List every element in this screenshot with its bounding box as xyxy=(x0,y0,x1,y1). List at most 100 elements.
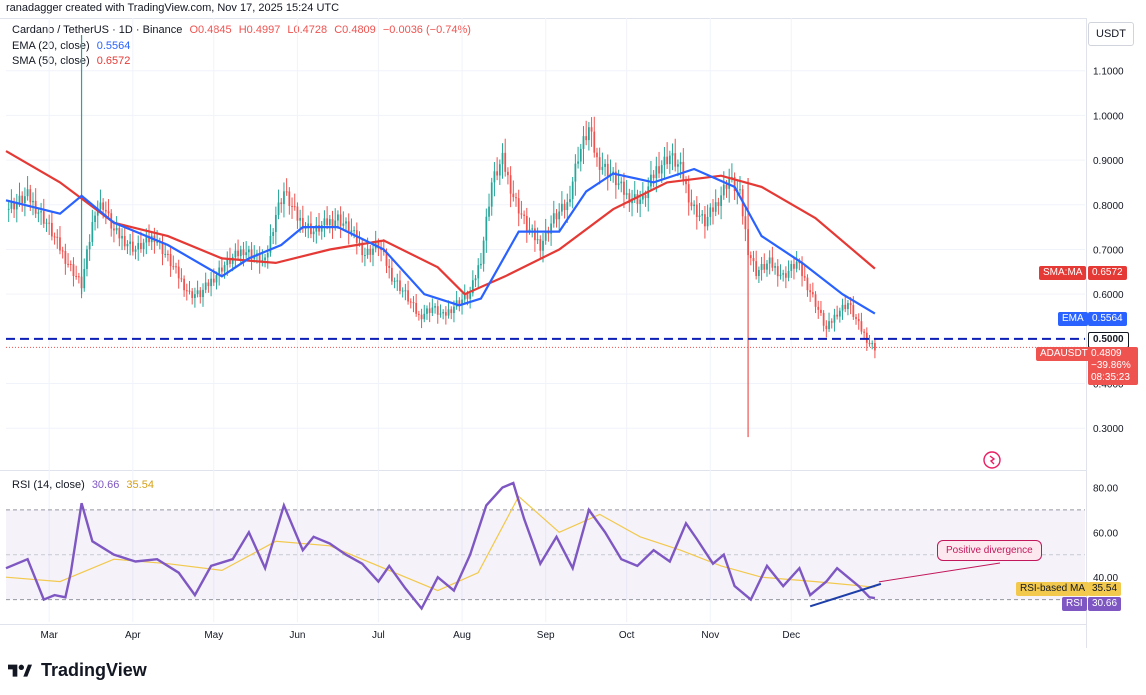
candle-body xyxy=(471,280,474,294)
candle-body xyxy=(593,131,596,153)
candle-body xyxy=(366,248,369,256)
candle-body xyxy=(140,243,142,250)
candle-body xyxy=(677,164,679,167)
candle-body xyxy=(693,204,695,207)
candle-body xyxy=(94,215,96,223)
price-axis[interactable]: 1.10001.00000.90000.80000.70000.60000.50… xyxy=(6,67,1124,436)
candle-body xyxy=(817,306,820,310)
candle-body xyxy=(579,148,582,162)
candle-body xyxy=(447,309,450,316)
candle-body xyxy=(806,277,809,291)
ema-name-badge: EMA xyxy=(1058,312,1088,326)
candle-body xyxy=(142,242,145,250)
sma-value-badge: 0.6572 xyxy=(1088,266,1127,280)
candle-body xyxy=(426,308,428,314)
candle-body xyxy=(650,174,652,187)
candle-body xyxy=(345,221,347,224)
divergence-annotation[interactable]: Positive divergence xyxy=(937,540,1042,561)
top-border xyxy=(0,18,1086,19)
candle-body xyxy=(860,321,863,332)
candle-body xyxy=(148,236,150,243)
candle-body xyxy=(744,216,747,230)
candle-body xyxy=(323,218,326,226)
pane-separator[interactable] xyxy=(0,470,1086,471)
candle-body xyxy=(482,240,485,264)
candle-body xyxy=(820,309,822,313)
candle-body xyxy=(641,195,644,200)
candle-body xyxy=(99,202,102,210)
candle-body xyxy=(766,263,768,270)
candle-body xyxy=(809,290,812,293)
candle-body xyxy=(644,195,647,199)
candle-body xyxy=(242,249,245,256)
candle-body xyxy=(431,307,434,314)
candle-body xyxy=(169,254,172,267)
ema-value-badge: 0.5564 xyxy=(1088,312,1127,326)
candle-body xyxy=(301,217,304,229)
candle-body xyxy=(191,291,194,299)
replay-icon[interactable] xyxy=(983,451,1001,469)
candle-body xyxy=(226,258,229,266)
candle-body xyxy=(620,181,623,184)
candle-body xyxy=(523,214,525,216)
candle-body xyxy=(280,202,283,205)
symbol-legend[interactable]: Cardano / TetherUS · 1D · Binance O0.484… xyxy=(12,24,471,36)
candle-body xyxy=(550,223,552,234)
candle-body xyxy=(67,263,69,265)
candle-body xyxy=(315,225,318,232)
candle-body xyxy=(299,217,302,221)
candle-body xyxy=(515,197,517,199)
rsi-ma-value-badge: 35.54 xyxy=(1088,582,1122,596)
tradingview-logo-text: TradingView xyxy=(41,660,147,680)
bar-countdown: 08:35:23 xyxy=(1091,372,1130,383)
candle-body xyxy=(623,181,625,195)
candle-body xyxy=(436,306,439,315)
time-axis[interactable]: Mar Apr May Jun Jul Aug Sep Oct Nov Dec xyxy=(41,18,801,641)
candle-body xyxy=(685,180,687,185)
candle-body xyxy=(712,207,714,212)
rsi-axis[interactable]: 80.00 60.00 40.00 xyxy=(1093,483,1118,584)
candle-body xyxy=(123,235,126,247)
candle-body xyxy=(320,225,323,232)
candle-body xyxy=(863,331,865,333)
ohlc-high: H0.4997 xyxy=(238,24,281,36)
candle-body xyxy=(698,215,701,217)
tradingview-logo[interactable]: TradingView xyxy=(8,660,147,681)
candle-body xyxy=(739,189,741,191)
rsi-legend[interactable]: RSI (14, close) 30.66 35.54 xyxy=(12,479,154,491)
candle-body xyxy=(752,258,755,262)
candle-body xyxy=(121,235,123,239)
sma-legend[interactable]: SMA (50, close) 0.6572 xyxy=(12,55,130,67)
candle-body xyxy=(399,280,401,291)
candle-body xyxy=(102,202,105,210)
candle-body xyxy=(542,240,544,251)
candle-body xyxy=(434,306,436,308)
candle-body xyxy=(701,214,704,216)
currency-button[interactable]: USDT xyxy=(1088,22,1134,46)
candle-body xyxy=(453,306,455,314)
ema-legend[interactable]: EMA (20, close) 0.5564 xyxy=(12,40,130,52)
candle-body xyxy=(15,202,18,210)
candle-body xyxy=(388,265,391,268)
candle-body xyxy=(763,264,766,270)
candle-body xyxy=(137,243,140,250)
candle-body xyxy=(253,256,256,259)
candle-body xyxy=(229,258,231,264)
candle-body xyxy=(504,152,507,172)
candle-body xyxy=(480,263,482,266)
candle-body xyxy=(801,263,803,277)
candle-body xyxy=(768,257,771,264)
candle-body xyxy=(131,241,134,252)
candle-body xyxy=(415,302,418,314)
candle-body xyxy=(617,183,620,186)
candle-body xyxy=(353,230,355,232)
candle-body xyxy=(45,222,48,224)
candle-body xyxy=(830,321,833,323)
candle-body xyxy=(339,214,342,226)
candle-body xyxy=(164,253,167,255)
rsi-ma-legend-value: 35.54 xyxy=(126,479,154,491)
candle-body xyxy=(231,257,234,264)
divergence-trendline[interactable] xyxy=(809,582,882,608)
time-tick-label: Nov xyxy=(701,630,719,641)
